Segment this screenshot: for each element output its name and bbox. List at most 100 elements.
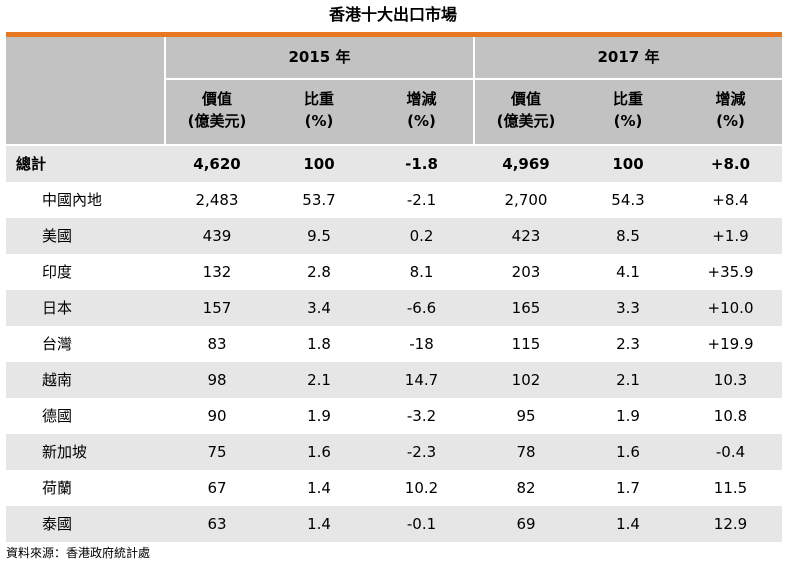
table-cell: 439: [202, 227, 232, 245]
table-cell: 115: [511, 335, 541, 353]
table-cell: -1.8: [405, 155, 438, 173]
table-row: 德國 90 1.9 -3.2 95 1.9 10.8: [6, 398, 782, 434]
table-cell: -2.3: [406, 443, 437, 461]
row-label: 荷蘭: [42, 479, 73, 497]
row-label: 印度: [42, 263, 73, 281]
header-divider: [475, 78, 782, 80]
table-cell: 2,483: [195, 191, 239, 209]
table-cell: 2.8: [307, 263, 331, 281]
table-row: 荷蘭 67 1.4 10.2 82 1.7 11.5: [6, 470, 782, 506]
table-title: 香港十大出口市場: [328, 5, 457, 24]
table-cell: 1.9: [307, 407, 331, 425]
row-label: 越南: [42, 371, 73, 389]
table-cell: 69: [516, 515, 536, 533]
table-cell: +10.0: [707, 299, 754, 317]
accent-bar: [6, 32, 782, 37]
table-cell: 83: [207, 335, 227, 353]
table-cell: 1.4: [307, 479, 331, 497]
table-row: 日本 157 3.4 -6.6 165 3.3 +10.0: [6, 290, 782, 326]
table-cell: 423: [511, 227, 541, 245]
column-header-value: 價值 (億美元): [187, 90, 247, 130]
table-cell: 10.2: [404, 479, 439, 497]
table-cell: 1.6: [616, 443, 640, 461]
year-header-2015: 2015 年: [288, 48, 351, 66]
table-cell: 10.3: [713, 371, 748, 389]
table-cell: 98: [207, 371, 227, 389]
table-row: 越南 98 2.1 14.7 102 2.1 10.3: [6, 362, 782, 398]
table-cell: -0.4: [715, 443, 746, 461]
table-cell: 8.5: [616, 227, 640, 245]
table-cell: 3.4: [307, 299, 331, 317]
row-label: 泰國: [42, 515, 73, 533]
table-cell: 102: [511, 371, 541, 389]
table-cell: 1.8: [307, 335, 331, 353]
table-cell: 4.1: [616, 263, 640, 281]
table-cell: 82: [516, 479, 536, 497]
table-cell: +35.9: [707, 263, 754, 281]
table-cell: 78: [516, 443, 536, 461]
row-label: 美國: [42, 227, 73, 245]
table-cell: 11.5: [713, 479, 748, 497]
table-header: [6, 37, 782, 144]
table-cell: 100: [303, 155, 335, 173]
table-cell: 1.9: [616, 407, 640, 425]
table-cell: 2.1: [616, 371, 640, 389]
table-cell: 54.3: [611, 191, 645, 209]
table-cell: 2,700: [504, 191, 548, 209]
table-cell: 1.7: [616, 479, 640, 497]
table-cell: -3.2: [406, 407, 437, 425]
table-cell: 95: [516, 407, 536, 425]
table-cell: 0.2: [409, 227, 434, 245]
row-label: 中國內地: [42, 191, 103, 209]
table-cell: 53.7: [302, 191, 336, 209]
table-cell: 63: [207, 515, 227, 533]
year-header-2017: 2017 年: [597, 48, 660, 66]
column-header-value: 價值 (億美元): [496, 90, 556, 130]
table-cell: -2.1: [406, 191, 437, 209]
table-cell: 4,969: [502, 155, 550, 173]
table-cell: 3.3: [616, 299, 640, 317]
table-cell: 1.4: [307, 515, 331, 533]
table-cell: 165: [511, 299, 541, 317]
table-cell: +1.9: [712, 227, 749, 245]
table-cell: 132: [202, 263, 232, 281]
table-cell: 1.4: [616, 515, 640, 533]
table-cell: -18: [409, 335, 434, 353]
table-cell: +8.0: [710, 155, 751, 173]
table-row: 泰國 63 1.4 -0.1 69 1.4 12.9: [6, 506, 782, 542]
table-cell: 4,620: [193, 155, 241, 173]
table-cell: 9.5: [307, 227, 331, 245]
table-cell: 2.1: [307, 371, 331, 389]
table-cell: 67: [207, 479, 227, 497]
column-header-share: 比重 (%): [612, 90, 643, 130]
table-row: 台灣 83 1.8 -18 115 2.3 +19.9: [6, 326, 782, 362]
table-cell: 100: [612, 155, 644, 173]
table-cell: 1.6: [307, 443, 331, 461]
column-header-change: 增減 (%): [406, 90, 437, 130]
table-row: 美國 439 9.5 0.2 423 8.5 +1.9: [6, 218, 782, 254]
column-header-share: 比重 (%): [303, 90, 334, 130]
row-label: 德國: [42, 407, 73, 425]
row-label: 總計: [16, 155, 47, 173]
table-cell: 12.9: [713, 515, 748, 533]
table-cell: 2.3: [616, 335, 640, 353]
table-row: 新加坡 75 1.6 -2.3 78 1.6 -0.4: [6, 434, 782, 470]
column-header-change: 增減 (%): [715, 90, 746, 130]
table-row-total: 總計 4,620 100 -1.8 4,969 100 +8.0: [6, 146, 782, 182]
table-cell: 75: [207, 443, 227, 461]
table-row: 印度 132 2.8 8.1 203 4.1 +35.9: [6, 254, 782, 290]
table-cell: -0.1: [406, 515, 437, 533]
table-cell: 203: [511, 263, 541, 281]
table-cell: 14.7: [404, 371, 439, 389]
header-divider: [164, 37, 166, 144]
table-cell: 157: [202, 299, 232, 317]
header-divider: [166, 78, 473, 80]
row-label: 日本: [42, 299, 73, 317]
table-cell: 8.1: [409, 263, 434, 281]
row-label: 新加坡: [42, 443, 88, 461]
table-cell: -6.6: [406, 299, 437, 317]
table-cell: 10.8: [713, 407, 748, 425]
table-cell: +19.9: [707, 335, 754, 353]
table-cell: 90: [207, 407, 227, 425]
table-row: 中國內地 2,483 53.7 -2.1 2,700 54.3 +8.4: [6, 182, 782, 218]
